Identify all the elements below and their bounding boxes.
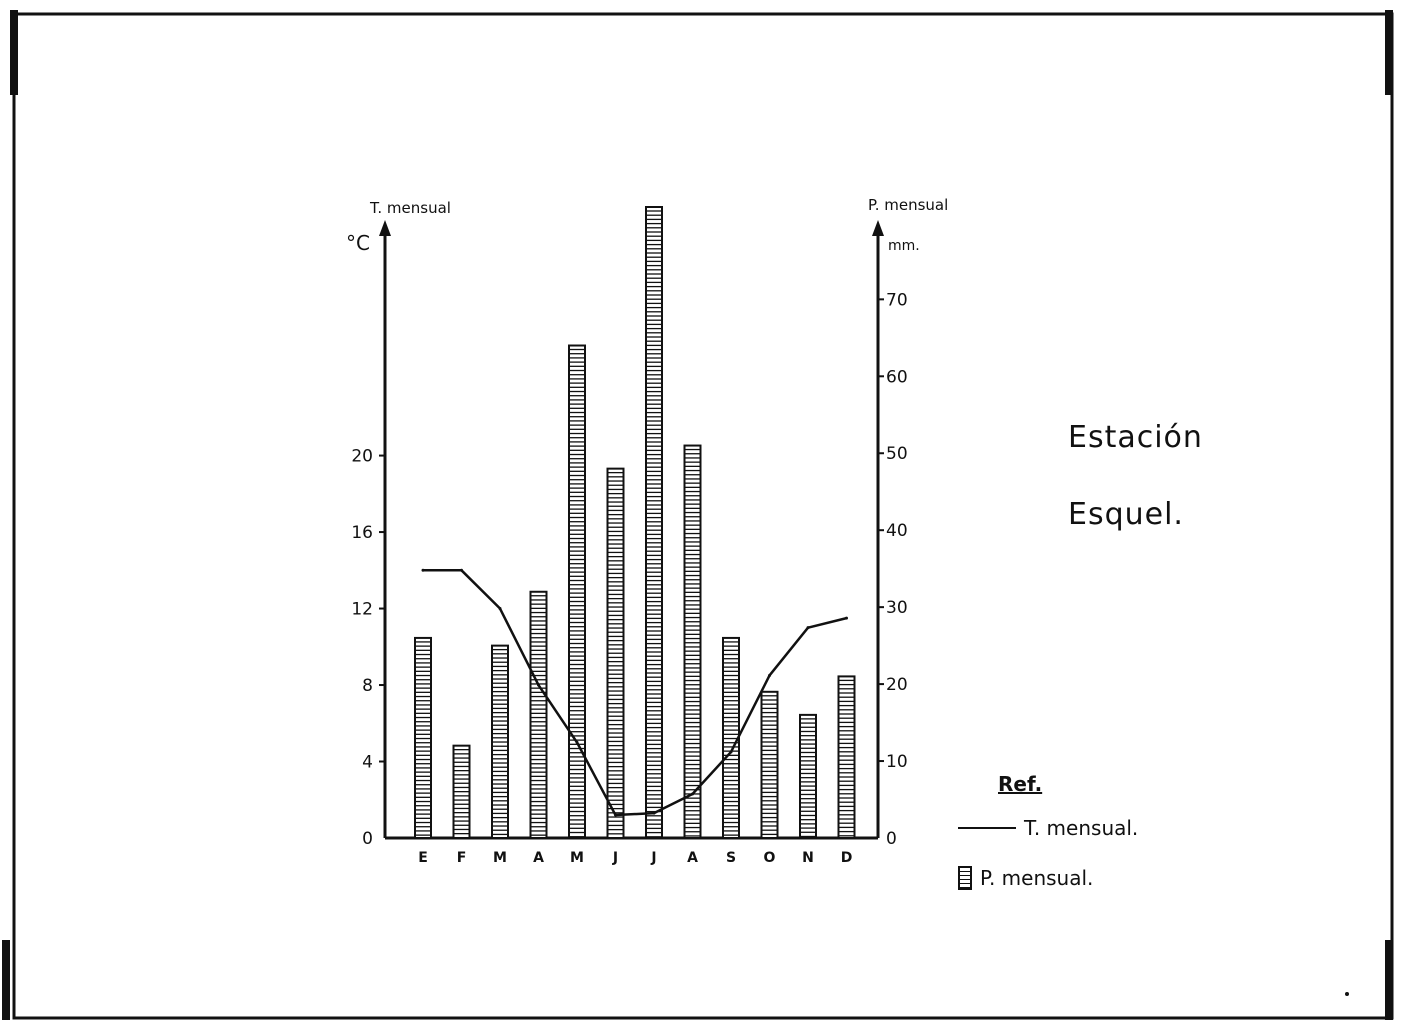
precipitation-bar [837, 675, 856, 840]
temperature-point [421, 568, 425, 572]
temperature-point [729, 750, 733, 754]
temperature-point [652, 811, 656, 815]
left-tick-label: 12 [351, 600, 373, 620]
temperature-point [845, 616, 848, 620]
precipitation-bar [452, 744, 471, 839]
right-axis-title: P. mensual [868, 196, 948, 214]
temperature-point [575, 740, 579, 744]
right-tick-label: 60 [886, 367, 908, 387]
temperature-point [806, 626, 810, 630]
month-label: J [650, 850, 656, 866]
left-axis-unit: °C [346, 231, 370, 255]
right-tick-label: 10 [886, 752, 908, 772]
left-tick-label: 0 [362, 829, 373, 849]
month-label: S [726, 850, 736, 866]
border-corner-tl [10, 10, 18, 95]
month-label: D [841, 850, 853, 866]
legend-item-temperature: T. mensual. [958, 816, 1138, 840]
right-tick-label: 50 [886, 444, 908, 464]
border-corner-bl [2, 940, 10, 1020]
right-axis-arrow [872, 220, 884, 236]
precipitation-bars [414, 206, 856, 840]
left-tick-label: 20 [351, 447, 373, 467]
month-label: M [493, 850, 507, 866]
precipitation-bar [683, 444, 702, 839]
border-corner-br [1385, 940, 1393, 1020]
month-label: N [802, 850, 814, 866]
legend-title: Ref. [998, 772, 1043, 796]
precipitation-bar [799, 713, 817, 839]
right-tick-label: 70 [886, 290, 908, 310]
ink-dot [1345, 992, 1349, 996]
left-axis-title: T. mensual [369, 199, 451, 217]
legend-temperature-label: T. mensual. [1024, 816, 1139, 840]
right-tick-label: 30 [886, 598, 908, 618]
month-label: A [533, 850, 544, 866]
legend-line-swatch [958, 827, 1016, 829]
left-tick-label: 16 [351, 523, 373, 543]
border-corner-tr [1385, 10, 1393, 95]
temperature-point [498, 607, 502, 611]
left-tick-label: 4 [362, 753, 373, 773]
month-label: J [612, 850, 618, 866]
precipitation-bar [645, 206, 663, 839]
right-tick-label: 0 [886, 829, 897, 849]
month-label: M [570, 850, 584, 866]
left-axis-arrow [379, 220, 391, 236]
month-label: O [764, 850, 776, 866]
precipitation-bar [491, 644, 509, 839]
legend-precipitation-label: P. mensual. [980, 866, 1094, 890]
precipitation-bar [414, 636, 432, 839]
precipitation-bar [760, 690, 779, 839]
page-border [12, 12, 1394, 1020]
left-tick-label: 8 [362, 676, 373, 696]
station-label: Estación [1068, 420, 1203, 455]
temperature-points [421, 568, 848, 817]
month-label: E [418, 850, 428, 866]
temperature-line [423, 569, 847, 817]
temperature-point [691, 792, 694, 796]
station-name: Esquel. [1068, 497, 1184, 532]
legend-item-precipitation: P. mensual. [958, 866, 1093, 890]
month-label: F [457, 850, 467, 866]
temperature-point [768, 673, 771, 677]
precipitation-bar [722, 636, 740, 839]
plot-area: T. mensual °C P. mensual mm. 0 4 8 12 16 20 0… [346, 196, 948, 866]
temperature-point [614, 813, 617, 817]
right-tick-label: 20 [886, 675, 908, 695]
precipitation-bar [529, 590, 548, 839]
precipitation-bar [606, 467, 625, 839]
temperature-point [537, 683, 540, 687]
legend-bar-swatch [958, 866, 972, 890]
temperature-point [460, 568, 463, 572]
right-axis-ticks: 0 10 20 30 40 50 60 70 [878, 290, 908, 849]
right-axis-unit: mm. [888, 238, 920, 254]
right-tick-label: 40 [886, 521, 908, 541]
month-label: A [687, 850, 698, 866]
left-axis-ticks: 0 4 8 12 16 20 [351, 447, 385, 849]
precipitation-bar [568, 344, 586, 839]
